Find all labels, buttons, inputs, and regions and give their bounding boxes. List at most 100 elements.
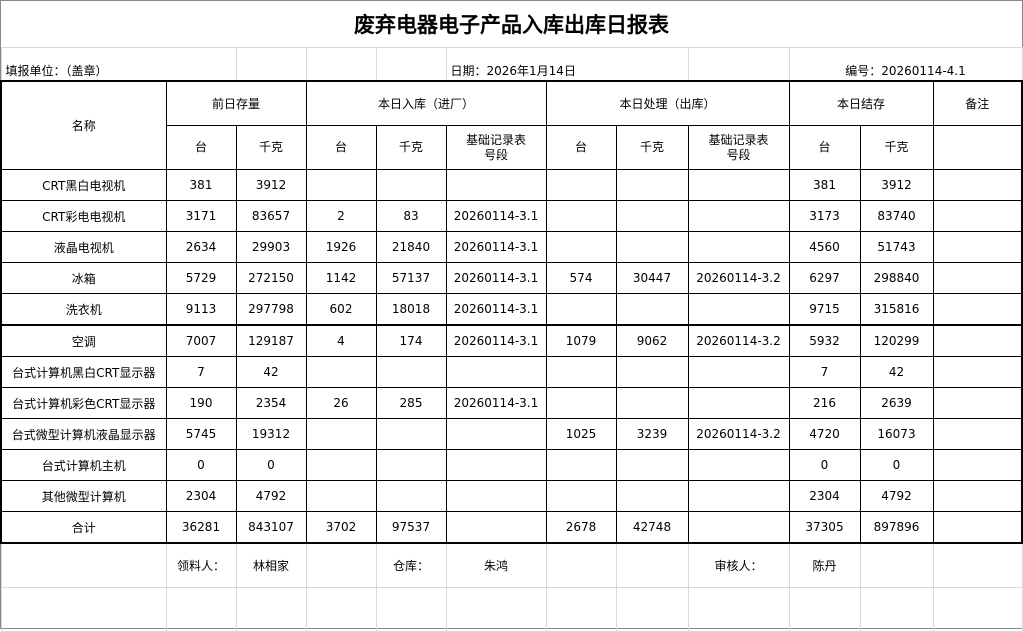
cell-stock-kg[interactable]: 2639 — [859, 387, 934, 419]
cell-in-record[interactable]: 20260114-3.1 — [445, 324, 547, 357]
cell-in-units[interactable]: 4 — [305, 324, 377, 357]
cell-prev-kg[interactable]: 42 — [235, 356, 307, 388]
cell-stock-kg[interactable]: 51743 — [859, 231, 934, 263]
cell-in-record[interactable]: 20260114-3.1 — [445, 262, 547, 294]
cell-prev-units[interactable]: 381 — [165, 169, 237, 201]
cell-out-kg[interactable] — [615, 480, 689, 512]
cell-remark[interactable] — [932, 324, 1023, 357]
cell-in-kg[interactable] — [375, 356, 447, 388]
cell-in-record[interactable] — [445, 480, 547, 512]
cell-remark[interactable] — [932, 231, 1023, 263]
cell-in-kg[interactable]: 97537 — [375, 511, 447, 544]
cell-name[interactable]: 其他微型计算机 — [0, 480, 167, 512]
cell-stock-kg[interactable]: 897896 — [859, 511, 934, 544]
cell-out-record[interactable]: 20260114-3.2 — [687, 418, 790, 450]
cell-in-units[interactable] — [305, 356, 377, 388]
cell-name[interactable]: 空调 — [0, 324, 167, 357]
cell-prev-units[interactable]: 2634 — [165, 231, 237, 263]
cell-in-units[interactable] — [305, 418, 377, 450]
cell-in-units[interactable]: 2 — [305, 200, 377, 232]
cell-in-kg[interactable]: 174 — [375, 324, 447, 357]
cell-name[interactable]: 台式计算机彩色CRT显示器 — [0, 387, 167, 419]
cell-in-kg[interactable]: 18018 — [375, 293, 447, 326]
cell-prev-units[interactable]: 7 — [165, 356, 237, 388]
cell-prev-units[interactable]: 2304 — [165, 480, 237, 512]
cell-name[interactable]: 台式微型计算机液晶显示器 — [0, 418, 167, 450]
cell-in-record[interactable] — [445, 511, 547, 544]
cell-name[interactable]: 台式计算机主机 — [0, 449, 167, 481]
cell-in-units[interactable] — [305, 169, 377, 201]
cell-out-record[interactable] — [687, 449, 790, 481]
cell-out-record[interactable]: 20260114-3.2 — [687, 262, 790, 294]
cell-remark[interactable] — [932, 293, 1023, 326]
cell-remark[interactable] — [932, 449, 1023, 481]
cell-in-units[interactable]: 1926 — [305, 231, 377, 263]
cell-remark[interactable] — [932, 356, 1023, 388]
cell-remark[interactable] — [932, 169, 1023, 201]
cell-out-record[interactable] — [687, 356, 790, 388]
cell-in-units[interactable]: 602 — [305, 293, 377, 326]
cell-in-kg[interactable] — [375, 449, 447, 481]
cell-out-record[interactable] — [687, 200, 790, 232]
cell-stock-units[interactable]: 4560 — [788, 231, 861, 263]
cell-out-units[interactable] — [545, 480, 617, 512]
cell-stock-units[interactable]: 9715 — [788, 293, 861, 326]
cell-stock-units[interactable]: 3173 — [788, 200, 861, 232]
cell-in-record[interactable] — [445, 449, 547, 481]
cell-in-units[interactable]: 26 — [305, 387, 377, 419]
cell-stock-units[interactable]: 2304 — [788, 480, 861, 512]
cell-out-kg[interactable]: 3239 — [615, 418, 689, 450]
cell-out-record[interactable] — [687, 169, 790, 201]
cell-prev-kg[interactable]: 2354 — [235, 387, 307, 419]
cell-out-units[interactable] — [545, 200, 617, 232]
cell-out-record[interactable] — [687, 511, 790, 544]
cell-stock-units[interactable]: 216 — [788, 387, 861, 419]
cell-stock-units[interactable]: 4720 — [788, 418, 861, 450]
cell-out-units[interactable] — [545, 169, 617, 201]
cell-name[interactable]: 台式计算机黑白CRT显示器 — [0, 356, 167, 388]
cell-out-kg[interactable] — [615, 387, 689, 419]
cell-remark[interactable] — [932, 418, 1023, 450]
cell-name[interactable]: 合计 — [0, 511, 167, 544]
cell-out-units[interactable] — [545, 356, 617, 388]
cell-out-kg[interactable] — [615, 293, 689, 326]
cell-prev-kg[interactable]: 272150 — [235, 262, 307, 294]
cell-prev-kg[interactable]: 3912 — [235, 169, 307, 201]
cell-in-units[interactable]: 1142 — [305, 262, 377, 294]
cell-stock-units[interactable]: 381 — [788, 169, 861, 201]
cell-stock-kg[interactable]: 4792 — [859, 480, 934, 512]
cell-in-record[interactable] — [445, 418, 547, 450]
cell-out-units[interactable] — [545, 231, 617, 263]
cell-prev-units[interactable]: 9113 — [165, 293, 237, 326]
cell-stock-units[interactable]: 6297 — [788, 262, 861, 294]
cell-out-kg[interactable] — [615, 356, 689, 388]
cell-in-kg[interactable]: 285 — [375, 387, 447, 419]
cell-remark[interactable] — [932, 262, 1023, 294]
cell-stock-units[interactable]: 37305 — [788, 511, 861, 544]
cell-remark[interactable] — [932, 511, 1023, 544]
cell-out-kg[interactable]: 42748 — [615, 511, 689, 544]
cell-in-record[interactable]: 20260114-3.1 — [445, 293, 547, 326]
cell-stock-units[interactable]: 5932 — [788, 324, 861, 357]
cell-stock-kg[interactable]: 120299 — [859, 324, 934, 357]
cell-out-units[interactable]: 2678 — [545, 511, 617, 544]
cell-out-kg[interactable] — [615, 169, 689, 201]
cell-in-units[interactable]: 3702 — [305, 511, 377, 544]
cell-prev-kg[interactable]: 843107 — [235, 511, 307, 544]
cell-out-record[interactable] — [687, 293, 790, 326]
cell-in-units[interactable] — [305, 449, 377, 481]
cell-name[interactable]: 冰箱 — [0, 262, 167, 294]
cell-remark[interactable] — [932, 387, 1023, 419]
cell-in-record[interactable] — [445, 356, 547, 388]
cell-out-kg[interactable]: 30447 — [615, 262, 689, 294]
cell-prev-units[interactable]: 190 — [165, 387, 237, 419]
cell-prev-units[interactable]: 0 — [165, 449, 237, 481]
cell-out-kg[interactable] — [615, 449, 689, 481]
cell-out-units[interactable] — [545, 387, 617, 419]
cell-out-record[interactable] — [687, 387, 790, 419]
cell-out-record[interactable] — [687, 231, 790, 263]
cell-in-record[interactable]: 20260114-3.1 — [445, 387, 547, 419]
cell-out-kg[interactable] — [615, 200, 689, 232]
cell-prev-kg[interactable]: 4792 — [235, 480, 307, 512]
cell-in-kg[interactable]: 21840 — [375, 231, 447, 263]
